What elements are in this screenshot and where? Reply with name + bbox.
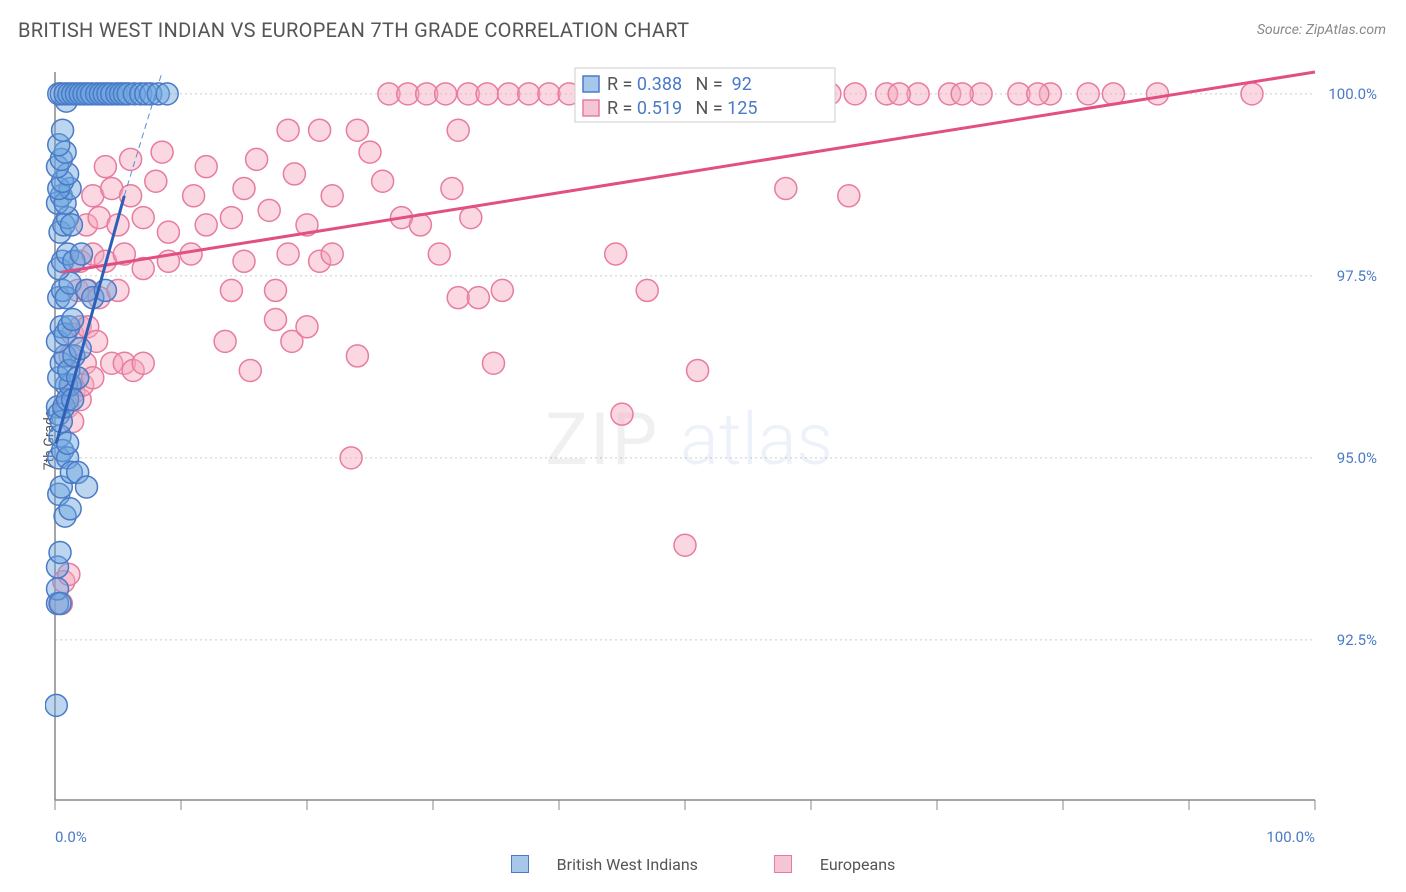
data-point-series1: [49, 592, 71, 614]
data-point-series2: [277, 243, 299, 265]
data-point-series2: [460, 207, 482, 229]
stats-swatch-series2: [583, 100, 599, 116]
data-point-series2: [1027, 83, 1049, 105]
data-point-series2: [132, 207, 154, 229]
data-point-series1: [70, 243, 92, 265]
data-point-series2: [157, 221, 179, 243]
data-point-series2: [447, 119, 469, 141]
data-point-series2: [447, 287, 469, 309]
data-point-series2: [482, 352, 504, 374]
stats-r-series1: R = 0.388 N = 92: [607, 74, 752, 95]
data-point-series2: [491, 279, 513, 301]
data-point-series2: [233, 177, 255, 199]
data-point-series2: [321, 243, 343, 265]
data-point-series2: [246, 148, 268, 170]
data-point-series2: [605, 243, 627, 265]
y-tick-label: 97.5%: [1337, 267, 1377, 285]
y-tick-label: 92.5%: [1337, 631, 1377, 649]
data-point-series2: [844, 83, 866, 105]
watermark-text2: atlas: [680, 397, 833, 482]
legend-label-series2: Europeans: [820, 855, 895, 874]
data-point-series2: [888, 83, 910, 105]
data-point-series1: [59, 498, 81, 520]
data-point-series1: [60, 214, 82, 236]
data-point-series2: [1241, 83, 1263, 105]
data-point-series1: [45, 694, 67, 716]
data-point-series2: [838, 185, 860, 207]
chart-container: 7th Grade 92.5%95.0%97.5%100.0%0.0%100.0…: [45, 60, 1381, 820]
data-point-series2: [611, 403, 633, 425]
data-point-series1: [49, 541, 71, 563]
data-point-series2: [636, 279, 658, 301]
data-point-series2: [1077, 83, 1099, 105]
x-tick-label: 100.0%: [1266, 828, 1315, 846]
y-tick-label: 95.0%: [1337, 449, 1377, 467]
x-tick-label: 0.0%: [55, 828, 87, 846]
data-point-series2: [518, 83, 540, 105]
data-point-series2: [258, 199, 280, 221]
data-point-series2: [94, 156, 116, 178]
legend-label-series1: British West Indians: [557, 855, 698, 874]
data-point-series2: [441, 177, 463, 199]
data-point-series2: [233, 250, 255, 272]
data-point-series2: [151, 141, 173, 163]
data-point-series2: [239, 359, 261, 381]
data-point-series2: [951, 83, 973, 105]
data-point-series2: [120, 148, 142, 170]
data-point-series2: [538, 83, 560, 105]
data-point-series2: [359, 141, 381, 163]
data-point-series2: [321, 185, 343, 207]
data-point-series2: [428, 243, 450, 265]
data-point-series2: [296, 316, 318, 338]
data-point-series2: [340, 447, 362, 469]
data-point-series2: [674, 534, 696, 556]
data-point-series2: [372, 170, 394, 192]
data-point-series2: [498, 83, 520, 105]
data-point-series2: [775, 177, 797, 199]
legend-swatch-series2: [774, 855, 792, 873]
scatter-plot: 92.5% 95.0% 97.5% 100.0% 0.0% 100.0% ZIPatlas R…: [45, 60, 1381, 850]
data-point-series2: [265, 279, 287, 301]
data-point-series1: [52, 119, 74, 141]
data-point-series2: [309, 119, 331, 141]
data-point-series1: [156, 83, 178, 105]
data-point-series2: [435, 83, 457, 105]
source-attribution: Source: ZipAtlas.com: [1257, 22, 1386, 38]
data-point-series2: [132, 352, 154, 374]
watermark-text: ZIP: [545, 397, 659, 482]
data-point-series2: [283, 163, 305, 185]
data-point-series2: [183, 185, 205, 207]
stats-r-series2: R = 0.519 N = 125: [607, 98, 758, 119]
legend-swatch-series1: [511, 855, 529, 873]
y-tick-label: 100.0%: [1328, 85, 1377, 103]
data-point-series2: [220, 207, 242, 229]
data-point-series2: [277, 119, 299, 141]
chart-title: BRITISH WEST INDIAN VS EUROPEAN 7TH GRAD…: [18, 18, 689, 42]
data-point-series2: [687, 359, 709, 381]
data-point-series2: [214, 330, 236, 352]
data-point-series2: [467, 287, 489, 309]
data-point-series2: [1147, 83, 1169, 105]
bottom-legend: British West Indians Europeans: [0, 855, 1406, 874]
data-point-series1: [62, 309, 84, 331]
data-point-series2: [346, 345, 368, 367]
data-point-series2: [195, 156, 217, 178]
data-point-series2: [476, 83, 498, 105]
stats-swatch-series1: [583, 76, 599, 92]
data-point-series2: [346, 119, 368, 141]
data-point-series1: [76, 476, 98, 498]
data-point-series2: [265, 309, 287, 331]
data-point-series2: [220, 279, 242, 301]
data-point-series2: [195, 214, 217, 236]
data-point-series2: [145, 170, 167, 192]
